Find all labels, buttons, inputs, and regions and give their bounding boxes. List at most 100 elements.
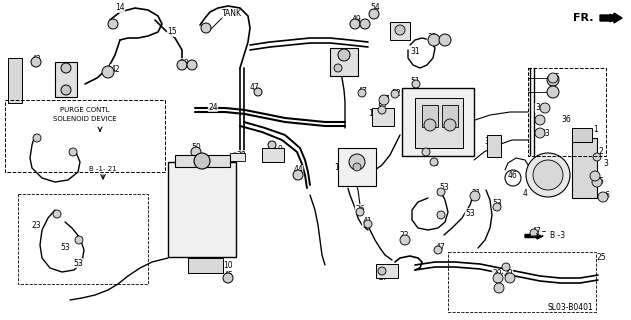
FancyArrow shape (525, 233, 543, 239)
Text: 47: 47 (436, 244, 446, 252)
Text: 7: 7 (225, 196, 230, 204)
Bar (338, 148, 376, 186)
Text: 15: 15 (167, 28, 177, 36)
Circle shape (378, 106, 386, 114)
Circle shape (334, 64, 342, 72)
Text: 54: 54 (370, 4, 380, 12)
Circle shape (61, 63, 71, 73)
Text: 39: 39 (422, 148, 432, 156)
Circle shape (194, 153, 210, 169)
Text: 24: 24 (208, 102, 218, 111)
Bar (8, 58, 22, 103)
Bar (372, 108, 394, 126)
Circle shape (364, 220, 372, 228)
Text: 13: 13 (334, 164, 344, 172)
Circle shape (223, 273, 233, 283)
Text: 5: 5 (599, 178, 603, 187)
Circle shape (391, 90, 399, 98)
Circle shape (268, 141, 276, 149)
Text: 53: 53 (492, 199, 502, 209)
Circle shape (53, 210, 61, 218)
Circle shape (593, 153, 601, 161)
Circle shape (548, 73, 558, 83)
Circle shape (61, 85, 71, 95)
Text: 22: 22 (399, 231, 409, 241)
Text: 40: 40 (430, 158, 440, 167)
Circle shape (338, 49, 350, 61)
Circle shape (360, 19, 370, 29)
Bar (168, 162, 236, 257)
Text: 45: 45 (223, 270, 233, 279)
Circle shape (437, 211, 445, 219)
Text: 2: 2 (599, 148, 603, 156)
Circle shape (494, 283, 504, 293)
Text: 52: 52 (391, 89, 401, 98)
Circle shape (493, 203, 501, 211)
Text: FR.: FR. (572, 13, 593, 23)
FancyArrow shape (600, 13, 622, 23)
Circle shape (439, 34, 451, 46)
Text: 12: 12 (13, 67, 23, 76)
Circle shape (592, 177, 602, 187)
Bar (402, 88, 474, 156)
Circle shape (535, 115, 545, 125)
Text: 26: 26 (355, 204, 365, 213)
Circle shape (75, 236, 83, 244)
Text: 42: 42 (110, 65, 120, 74)
Text: 34: 34 (535, 103, 545, 113)
Text: 19: 19 (368, 109, 378, 118)
Text: 14: 14 (115, 4, 125, 12)
Text: 53: 53 (439, 183, 449, 193)
Circle shape (434, 246, 442, 254)
Text: 47: 47 (250, 84, 260, 92)
Circle shape (590, 171, 600, 181)
Circle shape (231, 153, 239, 161)
Circle shape (378, 267, 386, 275)
Circle shape (502, 263, 510, 271)
Text: 49: 49 (351, 15, 361, 25)
Text: 51: 51 (410, 77, 420, 86)
Circle shape (191, 147, 201, 157)
Circle shape (437, 188, 445, 196)
Text: SOLENOID DEVICE: SOLENOID DEVICE (53, 116, 117, 122)
Bar (330, 48, 358, 76)
Text: 20: 20 (492, 269, 502, 278)
Text: SL03-B0401: SL03-B0401 (547, 303, 593, 313)
Text: 53: 53 (60, 244, 70, 252)
Circle shape (430, 158, 438, 166)
Text: 48: 48 (589, 171, 599, 180)
Circle shape (533, 160, 563, 190)
Text: 50: 50 (191, 143, 201, 153)
Circle shape (69, 148, 77, 156)
Text: 28: 28 (179, 59, 189, 68)
Bar (572, 128, 592, 142)
Text: TANK: TANK (222, 10, 242, 19)
Text: B -3: B -3 (550, 231, 565, 241)
Bar (422, 105, 438, 127)
Text: 1: 1 (594, 125, 598, 134)
Text: 21: 21 (471, 188, 481, 197)
Bar (448, 252, 596, 312)
Text: 41: 41 (362, 218, 372, 227)
Circle shape (108, 19, 118, 29)
Text: 53: 53 (465, 209, 475, 218)
Circle shape (400, 235, 410, 245)
Text: 8: 8 (464, 116, 469, 124)
Text: 27: 27 (378, 273, 388, 282)
Text: 16: 16 (343, 179, 353, 188)
Circle shape (535, 128, 545, 138)
Circle shape (428, 34, 440, 46)
Circle shape (349, 154, 365, 170)
Circle shape (526, 153, 570, 197)
Circle shape (444, 119, 456, 131)
Text: 23: 23 (31, 221, 41, 230)
Circle shape (358, 89, 366, 97)
Text: 31: 31 (410, 47, 420, 57)
Circle shape (31, 57, 41, 67)
Circle shape (412, 80, 420, 88)
Circle shape (350, 19, 360, 29)
Text: 35: 35 (550, 74, 560, 83)
Text: 47: 47 (532, 227, 542, 236)
Bar (376, 264, 398, 278)
Circle shape (379, 95, 389, 105)
